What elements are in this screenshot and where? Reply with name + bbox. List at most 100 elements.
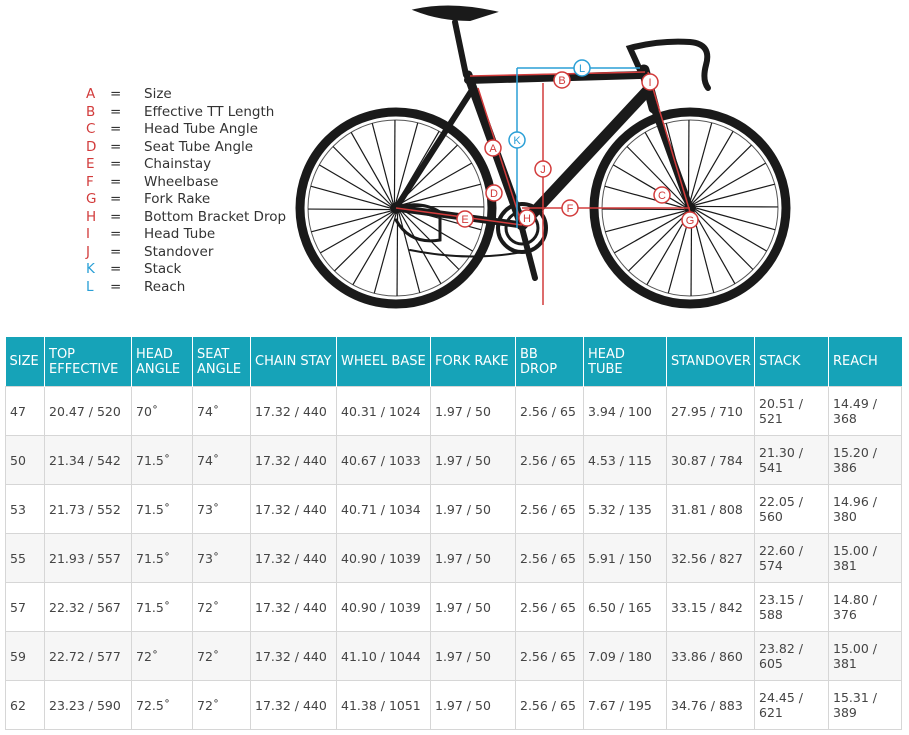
cell-head-tube: 3.94 / 100: [583, 386, 667, 436]
legend-equals: =: [110, 208, 122, 225]
spoke: [695, 207, 776, 231]
column-header-head-tube: HEAD TUBE: [583, 337, 667, 387]
spoke: [352, 213, 395, 286]
legend-equals: =: [110, 243, 122, 260]
legend-letter: J: [86, 243, 90, 260]
legend-item: E = Chainstay: [86, 156, 286, 174]
cell-seat-angle: 73˚: [192, 533, 251, 583]
spoke: [694, 210, 754, 270]
diagram-labels: A B C D E F G H I J K L: [456, 59, 699, 229]
cell-size: 57: [5, 582, 45, 632]
cell-chain-stay: 17.32 / 440: [250, 631, 337, 681]
legend-item: F = Wheelbase: [86, 174, 286, 192]
spoke: [614, 211, 687, 254]
cell-top-effective: 22.72 / 577: [44, 631, 132, 681]
legend-equals: =: [110, 103, 122, 120]
column-header-chain-stay: CHAIN STAY: [250, 337, 337, 387]
cell-fork-rake: 1.97 / 50: [430, 386, 516, 436]
cell-head-tube: 7.67 / 195: [583, 680, 667, 730]
legend-equals: =: [110, 156, 122, 172]
cell-stack: 21.30 / 541: [754, 435, 829, 485]
label-j: J: [534, 160, 552, 178]
cell-head-angle: 71.5˚: [131, 533, 193, 583]
cell-chain-stay: 17.32 / 440: [250, 582, 337, 632]
cell-fork-rake: 1.97 / 50: [430, 435, 516, 485]
legend-equals: =: [110, 191, 122, 207]
cell-head-tube: 4.53 / 115: [583, 435, 667, 485]
legend-item: B = Effective TT Length: [86, 104, 286, 122]
spoke: [692, 144, 752, 204]
spoke: [695, 183, 775, 206]
cell-size: 59: [5, 631, 45, 681]
cell-bb-drop: 2.56 / 65: [515, 533, 584, 583]
svg-text:G: G: [686, 215, 695, 227]
spoke: [605, 210, 685, 233]
legend-letter: L: [86, 278, 94, 295]
svg-text:K: K: [513, 135, 521, 147]
legend-letter: A: [86, 86, 96, 102]
label-f: F: [561, 199, 579, 217]
spoke: [646, 213, 689, 286]
spoke: [393, 120, 396, 203]
legend-equals: =: [110, 138, 122, 155]
cell-bb-drop: 2.56 / 65: [515, 680, 584, 730]
cell-chain-stay: 17.32 / 440: [250, 484, 337, 534]
cell-bb-drop: 2.56 / 65: [515, 582, 584, 632]
label-a: A: [484, 139, 502, 157]
cell-wheel-base: 40.90 / 1039: [336, 533, 431, 583]
spoke: [626, 146, 686, 206]
legend-label: Bottom Bracket Drop: [144, 208, 287, 225]
label-i: I: [641, 73, 659, 91]
spoke: [644, 132, 687, 205]
spoke: [396, 213, 399, 296]
table-row: 62 23.23 / 590 72.5˚ 72˚ 17.32 / 440 41.38 / …: [5, 680, 902, 730]
table-row: 50 21.34 / 542 71.5˚ 74˚ 17.32 / 440 40.67 / …: [5, 435, 902, 485]
cell-fork-rake: 1.97 / 50: [430, 582, 516, 632]
spoke: [612, 164, 685, 207]
bike-frame: [392, 5, 711, 281]
cell-wheel-base: 40.71 / 1034: [336, 484, 431, 534]
cell-wheel-base: 40.31 / 1024: [336, 386, 431, 436]
cell-head-angle: 71.5˚: [131, 582, 193, 632]
legend-label: Seat Tube Angle: [144, 138, 254, 155]
table-row: 57 22.32 / 567 71.5˚ 72˚ 17.32 / 440 40.90 / …: [5, 582, 902, 632]
table-header-row: SIZE TOP EFFECTIVE HEAD ANGLE SEAT ANGLE…: [5, 337, 902, 387]
cell-chain-stay: 17.32 / 440: [250, 680, 337, 730]
cell-reach: 15.20 / 386: [828, 435, 902, 485]
legend-equals: =: [110, 121, 122, 137]
cell-standover: 30.87 / 784: [666, 435, 755, 485]
legend-item: H = Bottom Bracket Drop: [86, 209, 286, 227]
label-b: B: [553, 71, 571, 89]
legend-equals: =: [110, 261, 122, 277]
spoke: [311, 210, 391, 233]
legend-item: D = Seat Tube Angle: [86, 139, 286, 157]
label-h: H: [518, 209, 536, 227]
spoke: [693, 162, 766, 205]
legend-item: K = Stack: [86, 261, 286, 279]
legend-label: Size: [144, 86, 172, 102]
cell-seat-angle: 72˚: [192, 680, 251, 730]
spoke: [399, 162, 472, 205]
spoke: [308, 208, 391, 211]
svg-text:C: C: [658, 190, 666, 202]
legend-label: Head Tube: [144, 226, 216, 242]
legend-equals: =: [110, 86, 122, 102]
spoke: [399, 211, 442, 284]
table-body: 47 20.47 / 520 70˚ 74˚ 17.32 / 440 40.31 / 10…: [5, 386, 902, 730]
legend-letter: I: [86, 226, 90, 242]
cell-stack: 20.51 / 521: [754, 386, 829, 436]
column-header-reach: REACH: [828, 337, 902, 387]
geometry-table: SIZE TOP EFFECTIVE HEAD ANGLE SEAT ANGLE…: [5, 337, 902, 730]
legend-equals: =: [110, 173, 122, 190]
cell-size: 47: [5, 386, 45, 436]
cell-fork-rake: 1.97 / 50: [430, 484, 516, 534]
svg-text:E: E: [461, 214, 468, 226]
cell-chain-stay: 17.32 / 440: [250, 386, 337, 436]
cell-stack: 22.05 / 560: [754, 484, 829, 534]
measurement-lines: [395, 67, 691, 305]
cell-head-tube: 5.91 / 150: [583, 533, 667, 583]
svg-text:J: J: [540, 164, 546, 176]
cell-top-effective: 21.93 / 557: [44, 533, 132, 583]
cell-standover: 34.76 / 883: [666, 680, 755, 730]
svg-text:F: F: [567, 203, 574, 215]
